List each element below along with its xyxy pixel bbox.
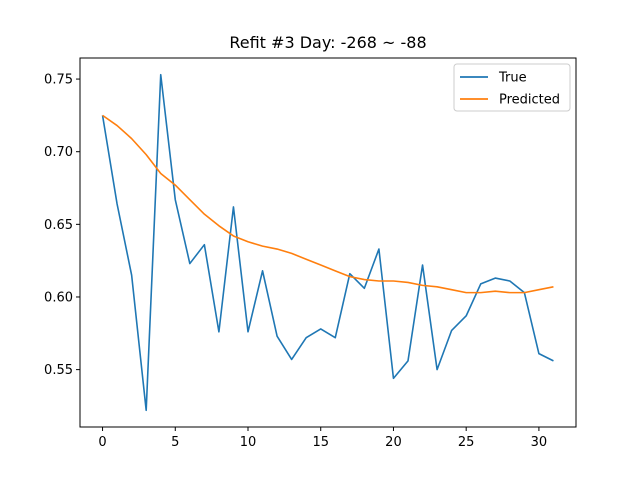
plot-frame — [79, 57, 577, 428]
x-tick-label: 10 — [240, 435, 257, 450]
x-tick-label: 30 — [531, 435, 548, 450]
x-tick-label: 20 — [385, 435, 402, 450]
legend-label-true: True — [498, 71, 527, 86]
y-tick-label: 0.60 — [44, 290, 73, 305]
y-tick-label: 0.65 — [44, 218, 73, 233]
series-layer — [101, 73, 554, 412]
series-line-true — [101, 73, 554, 412]
y-tick-label: 0.75 — [44, 73, 73, 88]
x-axis: 0 5 10 15 20 25 30 — [98, 427, 547, 450]
x-tick-label: 5 — [171, 435, 179, 450]
series-line-predicted — [102, 114, 554, 294]
x-tick-label: 15 — [312, 435, 329, 450]
plot-area — [79, 57, 577, 428]
x-tick-label: 25 — [458, 435, 475, 450]
x-tick-label: 0 — [98, 435, 106, 450]
chart-title: Refit #3 Day: -268 ~ -88 — [229, 33, 426, 52]
legend-label-predicted: Predicted — [499, 93, 560, 108]
legend: True Predicted — [453, 63, 571, 112]
y-tick-label: 0.70 — [44, 145, 73, 160]
y-tick-label: 0.55 — [44, 363, 73, 378]
y-axis: 0.55 0.60 0.65 0.70 0.75 — [44, 73, 80, 378]
